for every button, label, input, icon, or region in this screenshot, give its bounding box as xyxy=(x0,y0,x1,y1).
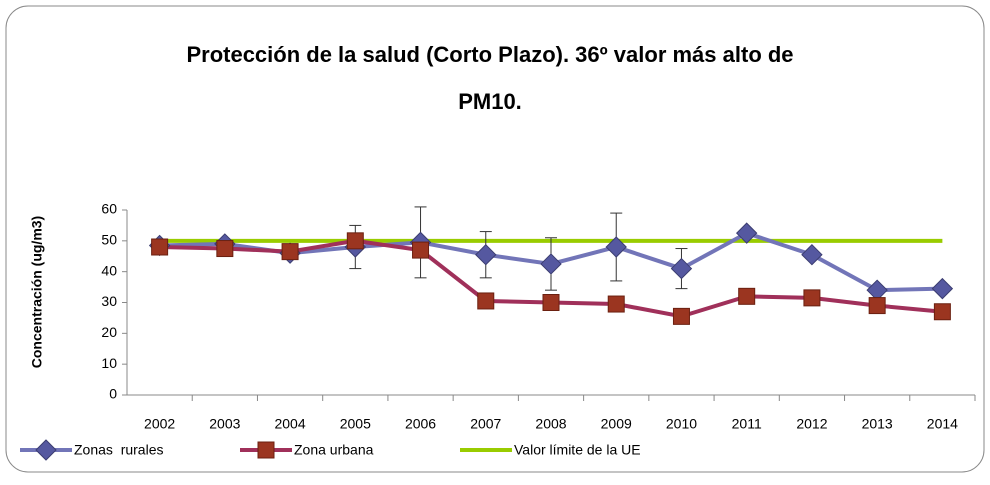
y-tick-label: 20 xyxy=(101,324,117,340)
data-point xyxy=(542,294,560,311)
data-point xyxy=(151,238,169,256)
data-point xyxy=(738,287,756,305)
y-tick-label: 30 xyxy=(101,293,117,309)
data-point xyxy=(933,303,951,321)
legend-label: Zona urbana xyxy=(294,442,374,458)
y-tick-label: 10 xyxy=(101,355,117,371)
legend-marker xyxy=(257,441,275,459)
data-point xyxy=(801,244,823,266)
data-point xyxy=(281,243,299,261)
x-tick-label: 2014 xyxy=(927,416,958,432)
legend-label: Valor límite de la UE xyxy=(514,442,641,458)
x-tick-label: 2002 xyxy=(144,416,175,432)
x-tick-label: 2007 xyxy=(470,416,501,432)
data-point xyxy=(346,232,364,250)
x-tick-label: 2004 xyxy=(274,416,305,432)
data-point xyxy=(931,277,954,300)
data-point xyxy=(540,253,562,275)
x-tick-label: 2003 xyxy=(209,416,240,432)
x-tick-label: 2010 xyxy=(666,416,697,432)
legend-label: Zonas rurales xyxy=(74,442,163,458)
legend-marker xyxy=(35,439,57,461)
x-tick-label: 2005 xyxy=(340,416,371,432)
data-point xyxy=(216,240,234,258)
x-tick-label: 2011 xyxy=(732,416,762,432)
data-point xyxy=(803,289,821,307)
y-tick-label: 0 xyxy=(109,386,117,402)
y-tick-label: 60 xyxy=(101,201,117,217)
x-tick-label: 2013 xyxy=(862,416,893,432)
x-tick-label: 2012 xyxy=(796,416,827,432)
data-point xyxy=(868,297,886,315)
y-tick-label: 50 xyxy=(101,232,117,248)
data-point xyxy=(475,244,497,266)
chart-title: Protección de la salud (Corto Plazo). 36… xyxy=(186,42,793,67)
chart-title: PM10. xyxy=(458,89,522,114)
data-point xyxy=(412,241,430,259)
x-tick-label: 2006 xyxy=(405,416,436,432)
y-axis-label: Concentración (ug/m3) xyxy=(29,216,45,368)
data-point xyxy=(607,295,625,313)
data-point xyxy=(735,222,758,244)
y-tick-label: 40 xyxy=(101,262,117,278)
x-tick-label: 2008 xyxy=(535,416,566,432)
data-point xyxy=(670,257,693,280)
x-tick-label: 2009 xyxy=(601,416,632,432)
data-point xyxy=(672,307,690,325)
data-point xyxy=(605,236,627,258)
data-point xyxy=(477,292,495,310)
